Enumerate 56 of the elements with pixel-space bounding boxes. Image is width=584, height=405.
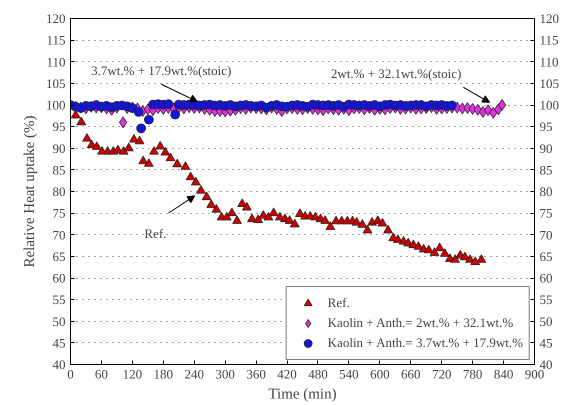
y2-tick-label: 85	[540, 162, 552, 178]
y-tick-label: 80	[52, 184, 66, 199]
x-axis-title: Time (min)	[268, 386, 337, 402]
y2-tick-label: 65	[540, 248, 552, 264]
y2-tick-label: 100	[540, 98, 559, 112]
y-tick-label: 45	[52, 335, 66, 350]
y-tick-label: 55	[52, 292, 66, 308]
annotation: 3.7wt.% + 17.9wt.%(stoic)	[91, 62, 232, 78]
y-tick-label: 110	[46, 54, 66, 70]
annotation: Ref.	[144, 226, 166, 242]
y2-tick-label: 45	[540, 335, 552, 350]
y2-tick-label: 95	[540, 119, 552, 134]
y-tick-label: 70	[52, 227, 66, 242]
x-tick-label: 660	[401, 366, 421, 382]
y-tick-label: 105	[46, 76, 66, 91]
x-tick-label: 180	[154, 366, 174, 382]
y-tick-label: 100	[46, 98, 66, 112]
y2-tick-label: 105	[540, 76, 559, 91]
x-tick-label: 840	[494, 366, 514, 382]
y2-tick-label: 115	[540, 32, 559, 48]
y-axis-title: Relative Heat uptake (%)	[22, 115, 38, 268]
x-tick-label: 240	[184, 366, 204, 382]
y-tick-label: 60	[52, 270, 66, 286]
y-tick-label: 95	[52, 119, 66, 134]
y2-tick-label: 60	[540, 270, 552, 286]
y-tick-label: 75	[52, 206, 66, 221]
y2-tick-label: 55	[540, 292, 552, 308]
legend-label: Kaolin + Anth.= 3.7wt.% + 17.9wt.%	[328, 335, 523, 351]
legend-label: Kaolin + Anth.= 2wt.% + 32.1wt.%	[328, 315, 514, 331]
y2-tick-label: 75	[540, 206, 552, 221]
y-tick-label: 65	[52, 248, 66, 264]
y2-tick-label: 120	[540, 11, 559, 26]
x-tick-label: 780	[462, 366, 482, 382]
x-tick-label: 600	[370, 366, 390, 382]
annotation: 2wt.% + 32.1wt.%(stoic)	[330, 66, 462, 81]
x-tick-label: 480	[308, 366, 328, 382]
y2-tick-label: 70	[540, 227, 552, 242]
y2-tick-label: 50	[540, 314, 552, 329]
y-tick-label: 115	[46, 32, 66, 48]
y2-tick-label: 90	[540, 140, 552, 156]
y2-tick-label: 110	[540, 54, 559, 70]
y2-tick-label: 80	[540, 184, 552, 199]
y-tick-label: 120	[46, 11, 66, 26]
x-tick-label: 540	[339, 366, 359, 382]
x-tick-label: 300	[215, 366, 235, 382]
x-tick-label: 60	[94, 366, 108, 382]
y-tick-label: 90	[52, 140, 66, 156]
y-tick-label: 85	[52, 162, 66, 178]
y-tick-label: 50	[52, 314, 66, 329]
x-tick-label: 0	[67, 366, 74, 382]
legend-label: Ref.	[328, 295, 350, 311]
x-tick-label: 360	[246, 366, 266, 382]
x-tick-label: 420	[277, 366, 297, 382]
x-tick-label: 120	[122, 366, 142, 382]
y-tick-label: 40	[52, 357, 66, 372]
x-tick-label: 720	[432, 366, 452, 382]
